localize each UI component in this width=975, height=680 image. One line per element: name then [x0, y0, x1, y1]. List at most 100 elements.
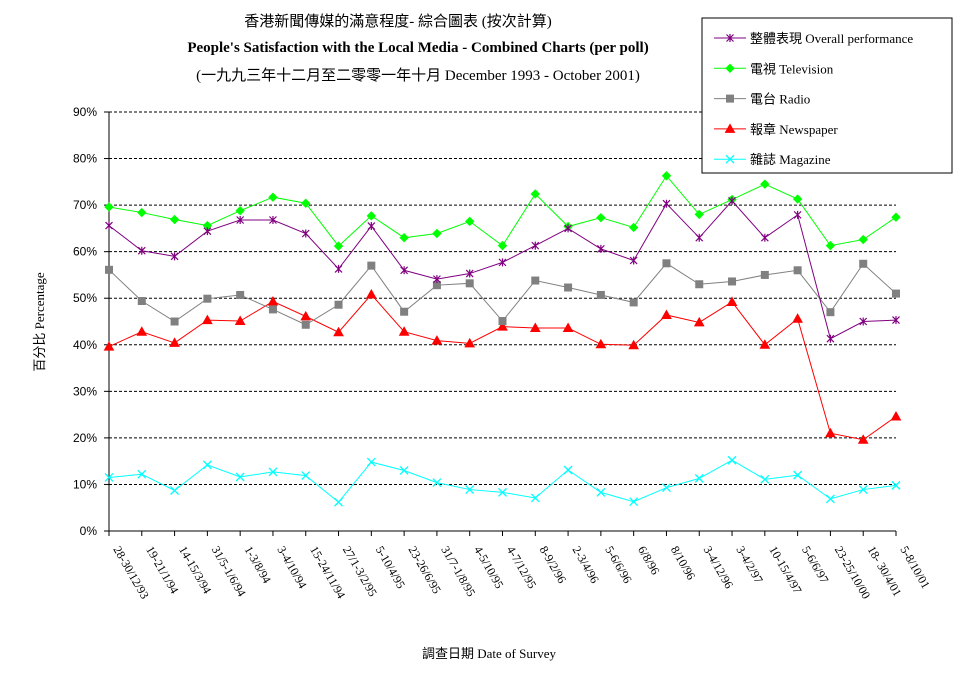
x-tick-label: 3-4/2/97	[733, 544, 765, 586]
data-point	[497, 321, 508, 331]
data-point	[826, 308, 835, 317]
data-point	[465, 269, 474, 278]
legend: 整體表現 Overall performance 電視 Television 電台 …	[701, 17, 953, 174]
data-point	[825, 240, 836, 251]
data-point	[529, 322, 541, 333]
data-point	[268, 192, 278, 202]
data-point	[300, 310, 312, 321]
legend-marker	[725, 63, 735, 74]
data-point	[234, 315, 246, 326]
y-tick-label: 70%	[73, 198, 97, 212]
data-point	[334, 264, 343, 273]
legend-label: 電台 Radio	[750, 92, 810, 107]
data-point	[564, 224, 573, 233]
data-point	[661, 483, 671, 493]
chart-title: 香港新聞傳媒的滿意程度- 綜合圖表 (按次計算)	[244, 12, 552, 30]
data-point	[531, 276, 540, 285]
legend-marker	[726, 34, 734, 42]
data-point	[169, 214, 180, 225]
data-point	[857, 434, 869, 444]
data-point	[892, 289, 900, 298]
data-point	[170, 317, 179, 326]
data-point	[826, 334, 835, 343]
data-point	[365, 288, 377, 299]
x-tick-label: 3-4/12/96	[701, 544, 736, 591]
y-axis-label: 百分比 Percentage	[32, 272, 47, 372]
data-point	[366, 211, 377, 221]
data-point	[694, 209, 704, 220]
data-point	[629, 298, 638, 307]
series-line	[108, 174, 897, 247]
data-point	[858, 485, 868, 495]
x-tick-label: 5-8/10/01	[897, 544, 932, 591]
legend-marker	[724, 123, 736, 133]
data-point	[104, 202, 114, 212]
data-point	[728, 196, 736, 205]
data-point	[726, 296, 738, 306]
data-point	[792, 194, 803, 204]
data-point	[268, 305, 277, 314]
data-point	[301, 229, 310, 238]
data-point	[236, 216, 245, 225]
data-point	[759, 339, 771, 349]
data-point	[530, 189, 540, 199]
data-point	[596, 290, 605, 299]
series-line	[108, 293, 897, 441]
x-tick-label: 8-9/2/96	[537, 544, 569, 586]
series-line	[108, 459, 897, 503]
data-point	[563, 465, 573, 475]
data-point	[267, 295, 279, 306]
data-point	[301, 471, 311, 481]
data-point	[203, 294, 212, 303]
data-point	[825, 427, 836, 438]
x-tick-label: 10-15/4/97	[766, 544, 804, 597]
x-tick-label: 2-3/4/96	[569, 544, 601, 586]
data-point	[169, 337, 180, 347]
data-point	[137, 297, 146, 306]
data-point	[498, 317, 507, 326]
data-point	[661, 309, 672, 319]
data-point	[596, 212, 606, 223]
data-point	[890, 410, 902, 421]
data-point	[727, 455, 737, 465]
data-point	[695, 280, 704, 289]
data-point	[398, 326, 410, 336]
data-point	[400, 307, 409, 316]
data-point	[432, 228, 442, 239]
data-point	[269, 216, 277, 225]
x-axis-label: 調查日期 Date of Survey	[422, 646, 556, 661]
data-point	[432, 275, 441, 284]
data-point	[760, 270, 769, 279]
data-point	[760, 474, 770, 484]
data-point	[104, 473, 114, 482]
data-point	[793, 470, 803, 480]
data-point	[465, 485, 475, 495]
data-point	[596, 487, 606, 497]
data-point	[105, 265, 113, 274]
data-point	[367, 261, 376, 270]
data-point	[661, 171, 672, 181]
data-point	[760, 179, 770, 189]
data-point	[103, 341, 115, 351]
chart-subtitle-2: (一九九三年十二月至二零零一年十月 December 1993 - Octobe…	[196, 67, 640, 84]
data-point	[137, 207, 147, 218]
data-point	[334, 300, 343, 309]
series-line	[108, 262, 897, 326]
data-point	[137, 246, 146, 255]
data-point	[793, 210, 802, 219]
y-tick-label: 50%	[73, 291, 97, 305]
data-point	[464, 337, 476, 348]
data-point	[858, 234, 868, 245]
x-tick-label: 6/8/96	[635, 544, 662, 578]
data-point	[793, 266, 802, 275]
data-point	[366, 457, 376, 467]
data-point	[859, 259, 868, 268]
y-tick-label: 40%	[73, 338, 97, 352]
x-tick-label: 5-10/4/95	[373, 544, 408, 591]
data-point	[235, 472, 245, 482]
legend-marker	[725, 154, 735, 164]
data-point	[203, 227, 212, 236]
y-tick-label: 80%	[73, 152, 97, 166]
data-point	[629, 497, 639, 507]
data-point	[465, 279, 474, 288]
